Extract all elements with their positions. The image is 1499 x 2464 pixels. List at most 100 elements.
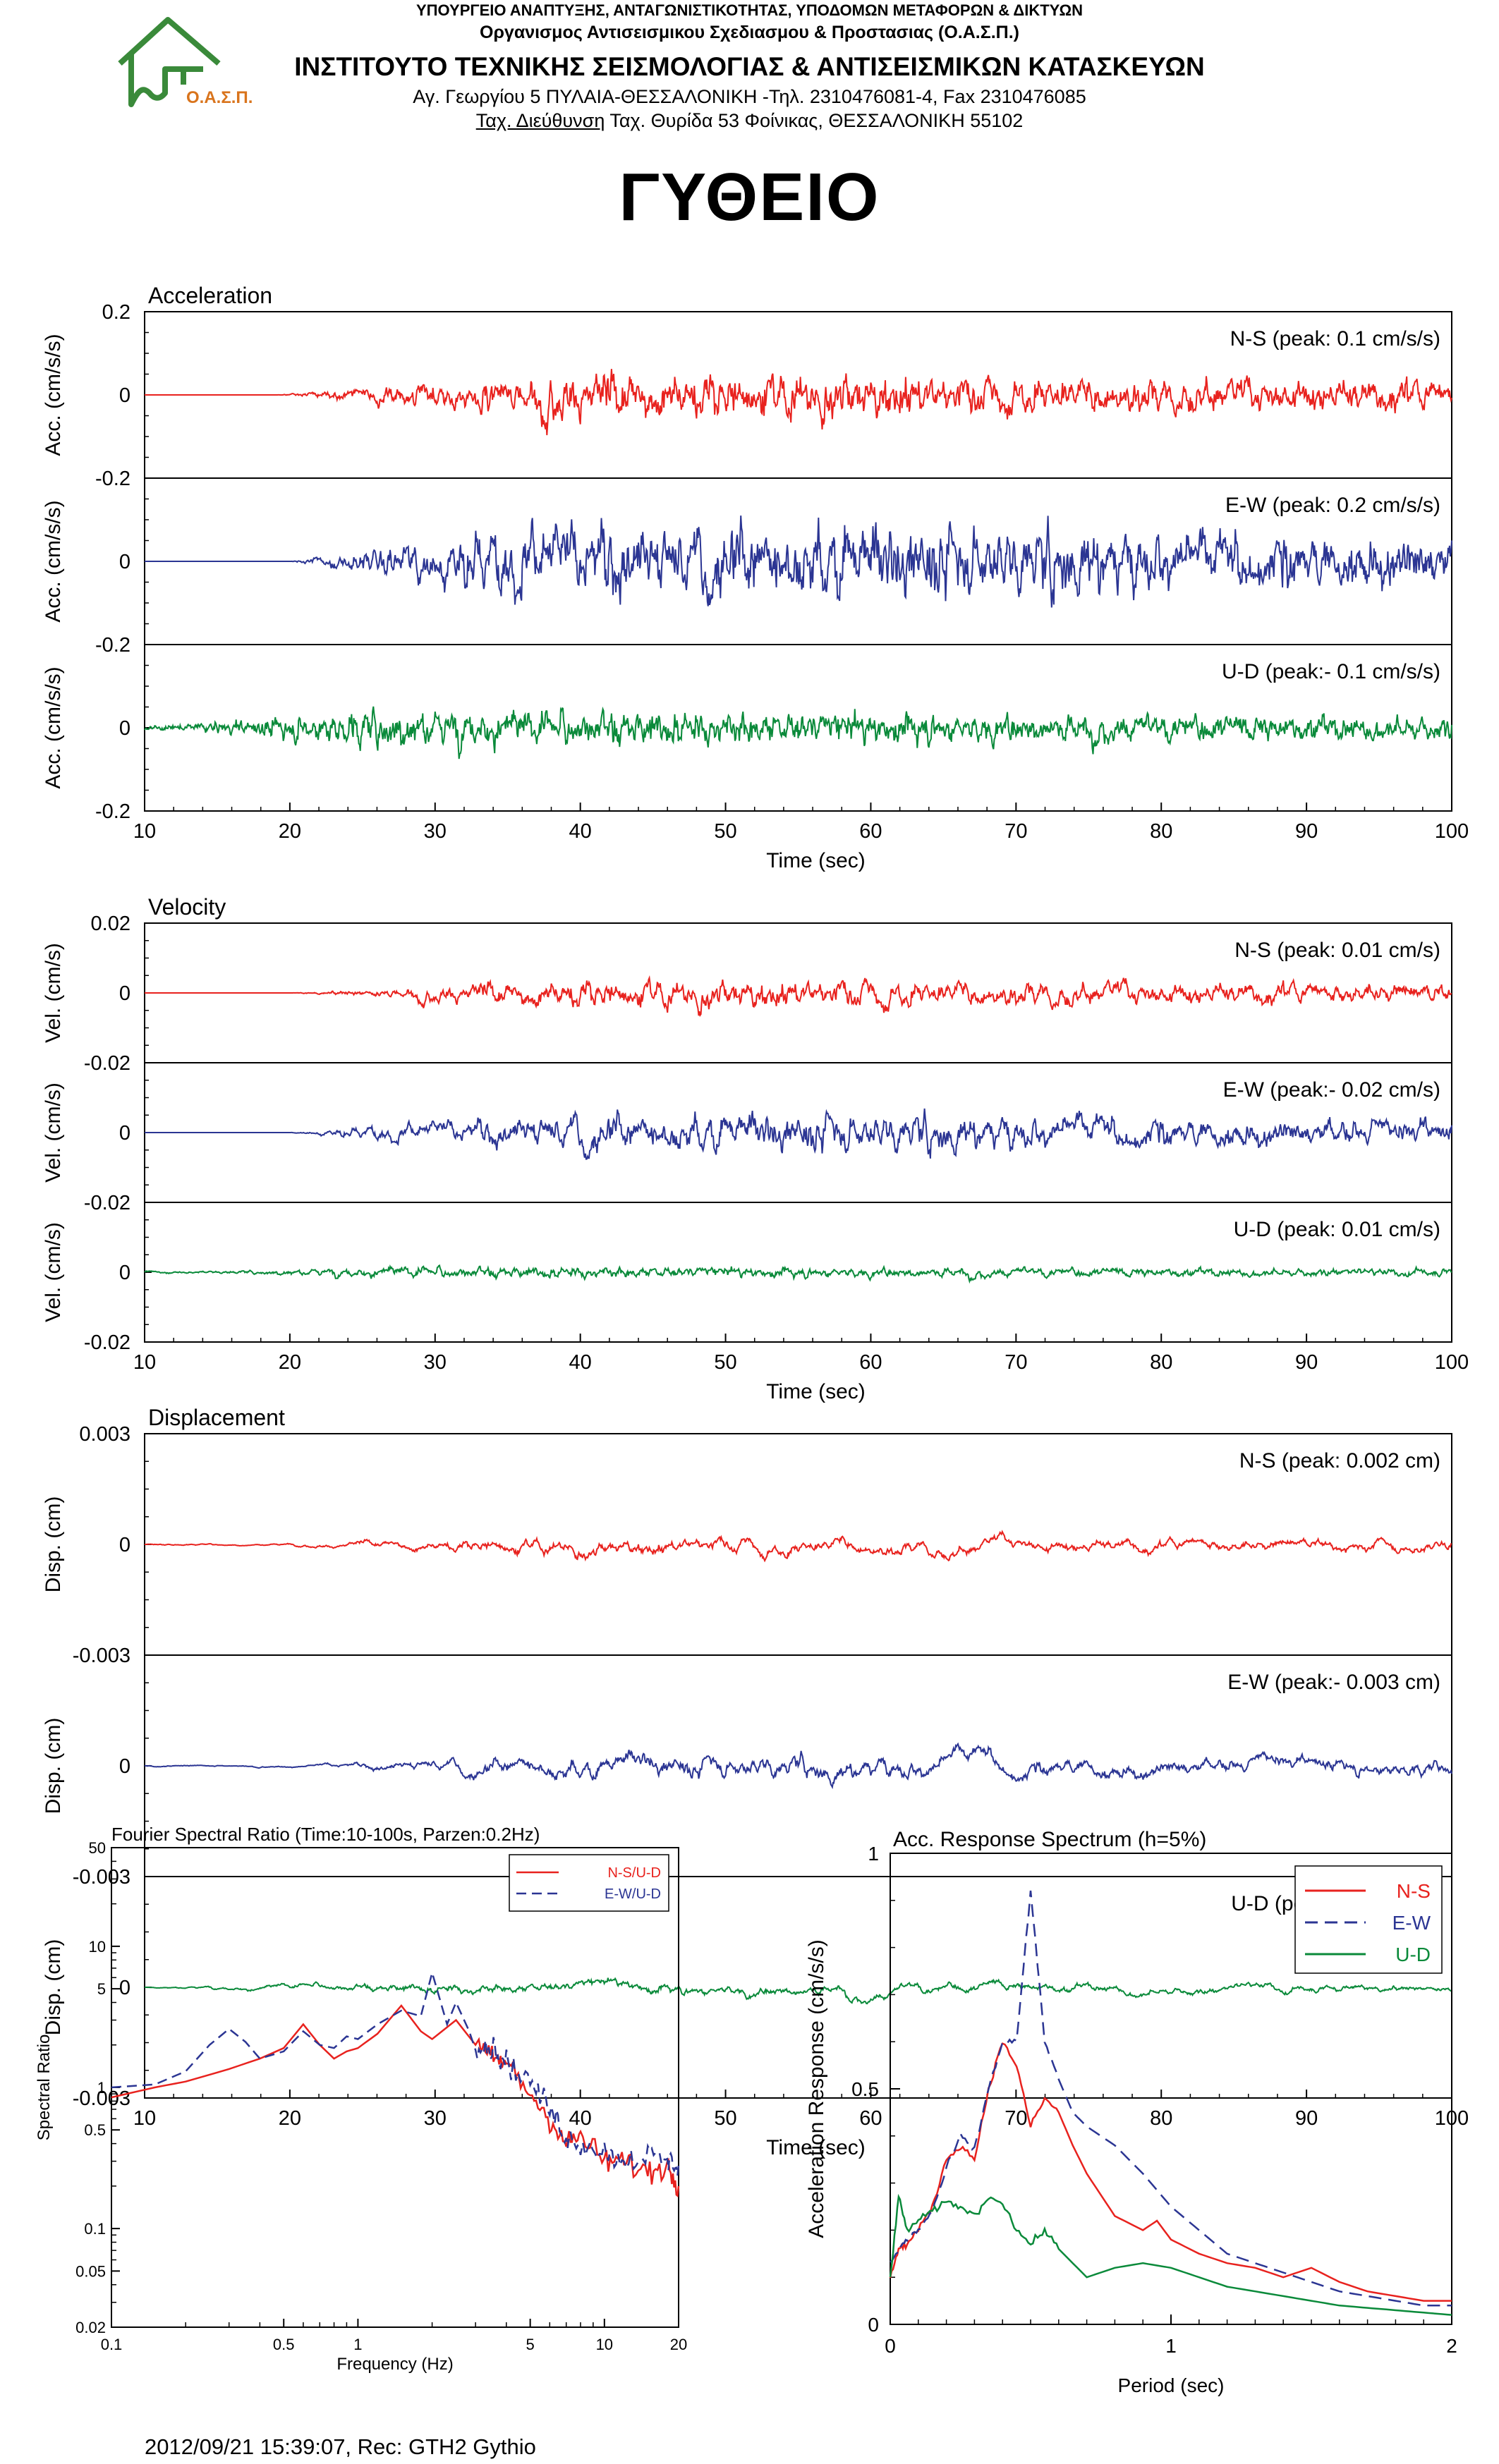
address-line: Αγ. Γεωργίου 5 ΠΥΛΑΙΑ-ΘΕΣΣΑΛΟΝΙΚΗ -Τηλ. …	[413, 86, 1086, 107]
series-line-n-s	[145, 369, 1452, 436]
y-tick-label: -0.2	[95, 800, 131, 823]
x-tick-label: 30	[424, 820, 447, 843]
x-tick-label: 1	[1165, 2335, 1177, 2357]
y-axis-label: Acc. (cm/s/s)	[42, 500, 65, 622]
x-axis-label: Period (sec)	[1118, 2374, 1225, 2396]
x-tick-label: 20	[279, 820, 301, 843]
y-tick-label: 0	[119, 551, 131, 573]
y-tick-label: 0	[119, 982, 131, 1005]
x-axis-label: Time (sec)	[766, 849, 866, 872]
x-tick-label: 80	[1150, 820, 1172, 843]
y-tick-label: 0	[119, 1755, 131, 1778]
y-tick-label: 0	[868, 2314, 879, 2336]
y-tick-label: 0.5	[851, 2078, 879, 2100]
y-tick-label: 0	[119, 1977, 131, 1999]
legend-label: N-S/U-D	[607, 1865, 661, 1881]
y-tick-label: 1	[97, 2079, 106, 2097]
legend-label: U-D	[1395, 1944, 1431, 1965]
y-tick-label: -0.003	[73, 1645, 131, 1667]
x-tick-label: 40	[569, 1351, 592, 1374]
y-tick-label: -0.2	[95, 468, 131, 490]
x-tick-label: 100	[1435, 1351, 1469, 1374]
y-axis-label: Acc. (cm/s/s)	[42, 334, 65, 456]
x-tick-label: 100	[1435, 820, 1469, 843]
x-tick-label: 10	[596, 2336, 613, 2353]
x-tick-label: 40	[569, 820, 592, 843]
postal-line: Ταχ. Διεύθυνση Ταχ. Θυρίδα 53 Φοίνικας, …	[0, 110, 1499, 132]
y-axis-label: Disp. (cm)	[42, 1939, 65, 2036]
ministry-line: ΥΠΟΥΡΓΕΙΟ ΑΝΑΠΤΥΞΗΣ, ΑΝΤΑΓΩΝΙΣΤΙΚΟΤΗΤΑΣ,…	[415, 1, 1084, 19]
plot-frame	[111, 1847, 679, 2328]
y-tick-label: -0.02	[84, 1331, 131, 1354]
x-tick-label: 2	[1446, 2335, 1457, 2357]
peak-label: E-W (peak: 0.2 cm/s/s)	[1225, 494, 1440, 517]
peak-label: N-S (peak: 0.1 cm/s/s)	[1230, 327, 1440, 350]
y-tick-label: 1	[868, 1843, 879, 1865]
legend-label: E-W/U-D	[605, 1886, 661, 1902]
y-axis-label: Spectral Ratio	[35, 2035, 54, 2141]
y-tick-label: 0	[119, 1262, 131, 1284]
x-tick-label: 60	[859, 820, 882, 843]
y-tick-label: 0.003	[79, 1423, 131, 1446]
series-line-n-s-u-d	[111, 2004, 680, 2198]
organisation-line: Οργανισμος Αντισεισμικου Σχεδιασμου & Πρ…	[480, 23, 1019, 42]
series-line-u-d	[144, 706, 1452, 760]
postal-address-text: Ταχ. Θυρίδα 53 Φοίνικας, ΘΕΣΣΑΛΟΝΙΚΗ 551…	[605, 110, 1024, 131]
x-tick-label: 10	[133, 1351, 156, 1374]
y-axis-label: Acceleration Response (cm/s/s)	[805, 1939, 828, 2238]
peak-label: E-W (peak:- 0.02 cm/s)	[1223, 1078, 1440, 1102]
y-tick-label: 0.2	[102, 301, 131, 324]
y-axis-label: Acc. (cm/s/s)	[42, 666, 65, 788]
y-axis-label: Disp. (cm)	[42, 1718, 65, 1815]
legend-box	[1294, 1865, 1443, 1974]
y-tick-label: 0	[119, 717, 131, 740]
series-line-e-w	[145, 516, 1452, 608]
x-tick-label: 90	[1295, 2107, 1318, 2130]
series-line-n-s	[889, 2042, 1452, 2302]
x-tick-label: 0	[885, 2335, 896, 2357]
series-line-e-w	[890, 1890, 1452, 2307]
series-line-e-w	[144, 1742, 1452, 1790]
postal-address-link[interactable]: Ταχ. Διεύθυνση	[475, 110, 605, 131]
series-line-e-w-u-d	[111, 1969, 680, 2176]
series-line-u-d	[889, 2193, 1452, 2316]
x-axis-label: Frequency (Hz)	[336, 2355, 453, 2374]
legend-label: N-S	[1397, 1880, 1431, 1902]
series-line-u-d	[144, 1977, 1452, 2005]
x-tick-label: 30	[424, 2107, 447, 2130]
x-tick-label: 80	[1150, 2107, 1172, 2130]
chart-title: Acc. Response Spectrum (h=5%)	[893, 1828, 1206, 1851]
peak-label: N-S (peak: 0.01 cm/s)	[1234, 939, 1440, 962]
x-axis-label: Time (sec)	[766, 1380, 866, 1403]
y-tick-label: 50	[89, 1839, 106, 1857]
series-line-n-s	[145, 1530, 1452, 1563]
y-tick-label: 0	[119, 1534, 131, 1556]
y-tick-label: -0.003	[73, 1866, 131, 1889]
y-tick-label: 5	[97, 1980, 106, 1998]
x-tick-label: 1	[353, 2336, 362, 2353]
oasp-logo: Ο.Α.Σ.Π.	[118, 17, 253, 107]
peak-label: N-S (peak: 0.002 cm)	[1239, 1449, 1440, 1472]
chart-title: Fourier Spectral Ratio (Time:10-100s, Pa…	[111, 1824, 540, 1845]
x-tick-label: 80	[1150, 1351, 1172, 1374]
x-tick-label: 5	[526, 2336, 535, 2353]
peak-label: E-W (peak:- 0.003 cm)	[1227, 1671, 1440, 1694]
institute-line: ΙΝΣΤΙΤΟΥΤΟ ΤΕΧΝΙΚΗΣ ΣΕΙΣΜΟΛΟΓΙΑΣ & ΑΝΤΙΣ…	[294, 52, 1205, 81]
chart-title: Velocity	[148, 894, 226, 920]
x-tick-label: 50	[714, 1351, 736, 1374]
y-tick-label: 0.5	[84, 2121, 106, 2139]
chart-title: Displacement	[148, 1405, 285, 1430]
x-tick-label: 60	[859, 2107, 882, 2130]
legend-label: E-W	[1392, 1912, 1431, 1934]
x-tick-label: 0.5	[273, 2336, 295, 2353]
x-tick-label: 90	[1295, 820, 1318, 843]
y-tick-label: 0	[119, 384, 131, 407]
page-title: ΓΥΘΕΙΟ	[619, 159, 880, 235]
x-tick-label: 90	[1295, 1351, 1318, 1374]
chart-title: Acceleration	[148, 283, 272, 308]
x-tick-label: 40	[569, 2107, 592, 2130]
logo-text: Ο.Α.Σ.Π.	[186, 88, 253, 107]
x-tick-label: 70	[1005, 1351, 1027, 1374]
y-tick-label: -0.2	[95, 634, 131, 657]
